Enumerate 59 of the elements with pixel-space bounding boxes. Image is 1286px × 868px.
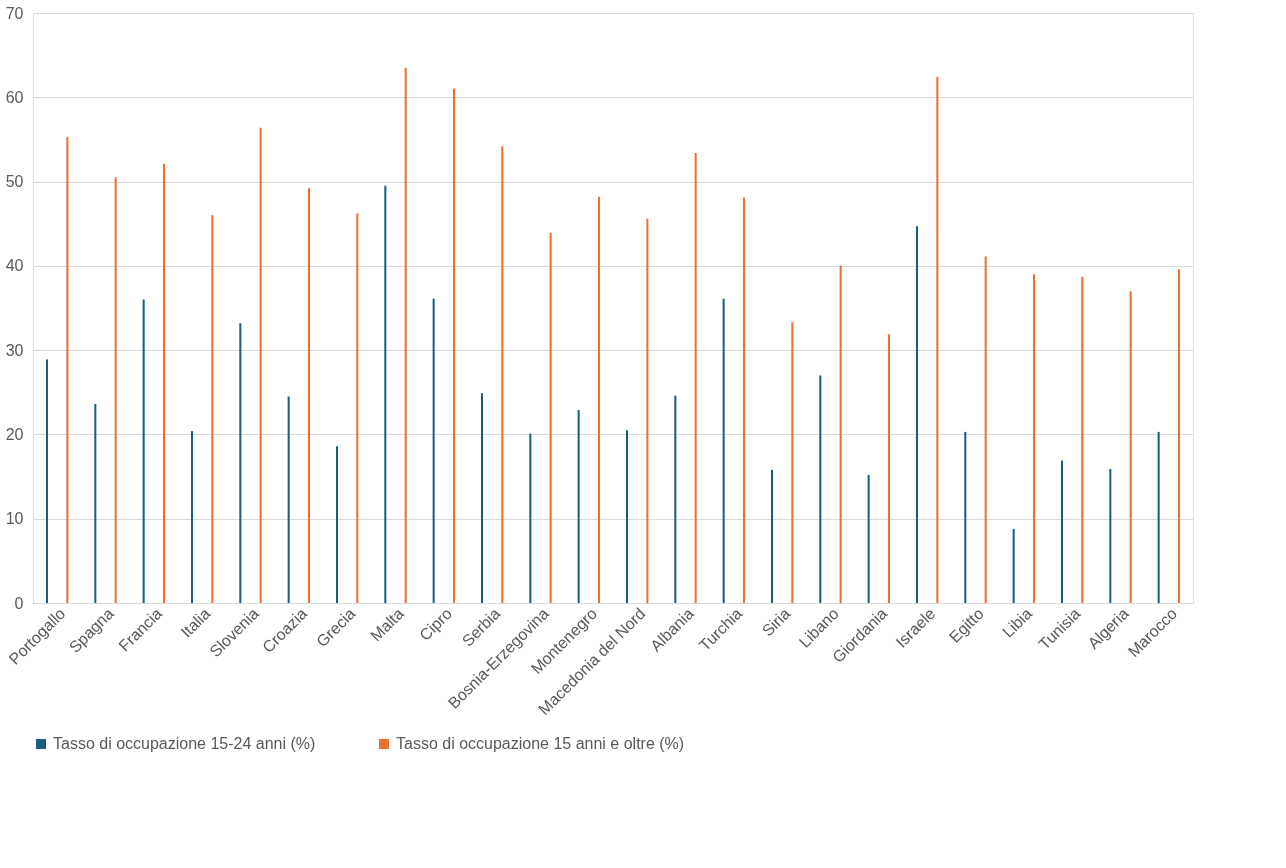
bar — [452, 88, 456, 603]
bar — [45, 359, 49, 603]
legend-label: Tasso di occupazione 15 anni e oltre (%) — [396, 735, 685, 752]
y-tick-label: 30 — [5, 341, 24, 359]
y-tick-label: 40 — [5, 257, 24, 275]
y-tick-label: 20 — [5, 425, 24, 443]
bar — [887, 334, 891, 603]
bar — [190, 431, 194, 603]
bar — [646, 218, 649, 603]
y-tick-label: 50 — [5, 173, 24, 191]
legend-label: Tasso di occupazione 15-24 anni (%) — [53, 735, 316, 752]
bar — [694, 152, 697, 603]
x-tick-label: Siria — [758, 604, 794, 640]
bar — [867, 474, 870, 603]
y-tick-label: 70 — [5, 4, 24, 22]
y-tick-label: 10 — [5, 510, 24, 528]
bar — [984, 256, 987, 603]
bar — [259, 127, 262, 603]
bar — [501, 146, 504, 603]
bar — [307, 188, 311, 603]
bar — [742, 197, 746, 603]
bar — [94, 404, 97, 603]
bar — [356, 213, 359, 603]
bar — [211, 215, 214, 603]
bar — [915, 226, 919, 603]
bar — [142, 299, 145, 603]
bar — [335, 446, 339, 603]
bar — [1177, 269, 1181, 603]
y-tick-label: 60 — [5, 88, 24, 106]
bar — [287, 396, 290, 603]
bar — [404, 67, 407, 603]
bar — [577, 409, 580, 603]
bar — [66, 136, 69, 603]
bar — [770, 469, 774, 603]
bar — [597, 196, 601, 603]
bar — [1060, 460, 1064, 603]
bar — [549, 232, 552, 603]
bar — [936, 77, 939, 603]
bar — [432, 298, 435, 603]
bar — [674, 395, 677, 603]
bar — [529, 433, 532, 603]
bar — [964, 431, 967, 603]
bar — [625, 430, 629, 603]
bar — [819, 375, 822, 603]
bar — [839, 265, 842, 603]
bar — [162, 163, 166, 603]
bar — [384, 185, 387, 603]
bar — [1109, 468, 1112, 603]
bar — [1081, 276, 1084, 603]
bar — [1012, 528, 1015, 603]
bar — [1129, 291, 1132, 603]
y-tick-label: 0 — [14, 594, 24, 612]
bar — [480, 393, 484, 603]
bar — [239, 323, 242, 603]
bar — [791, 322, 794, 603]
bar — [114, 177, 117, 603]
bar — [1032, 274, 1036, 603]
bar — [1157, 431, 1160, 603]
bar — [722, 298, 725, 603]
